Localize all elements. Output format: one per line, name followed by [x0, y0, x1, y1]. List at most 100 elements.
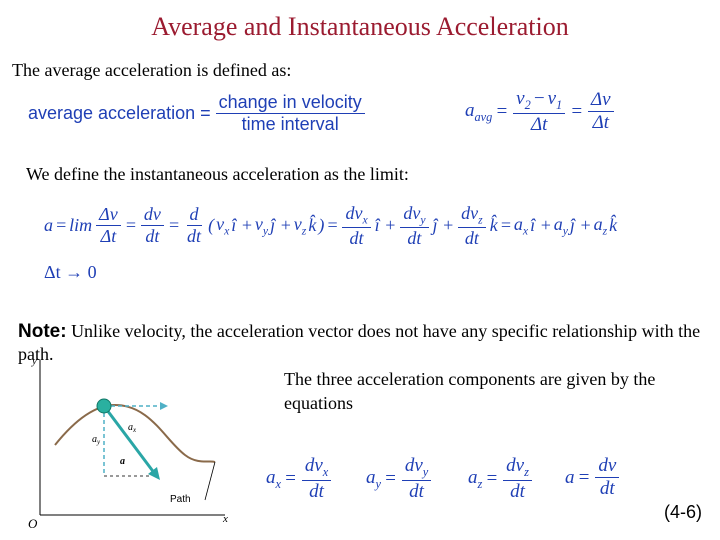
- limit: Δt → 0: [44, 262, 97, 282]
- subscripted: ay: [554, 214, 568, 238]
- path-label: Path: [170, 494, 191, 505]
- fraction: dvy dt: [401, 455, 432, 503]
- math-token: dt: [599, 478, 615, 499]
- subscript: y: [420, 213, 426, 227]
- y-label: y: [31, 355, 37, 367]
- intro: The average acceleration is defined as:: [12, 60, 292, 80]
- math-token: î +: [374, 215, 397, 236]
- base: a: [593, 214, 603, 234]
- math-token: Δt: [100, 226, 117, 247]
- denominator: Δt: [528, 114, 550, 136]
- math-token: dt: [187, 226, 202, 247]
- base: a: [553, 214, 563, 234]
- arrow-head: [160, 402, 168, 410]
- base: dv: [461, 203, 479, 223]
- path-figure: y x O ax ay a Path: [28, 355, 228, 531]
- title: Average and Instantaneous Acceleration: [151, 12, 569, 41]
- denominator: dt: [462, 228, 482, 249]
- subscript: y: [262, 224, 269, 238]
- x-label: x: [222, 513, 228, 525]
- numerator: dvy: [401, 455, 432, 481]
- numerator: dvx: [342, 203, 371, 228]
- math-token: d: [189, 204, 199, 225]
- base: a: [465, 99, 475, 121]
- avg-vector-eq: aavg = v2− v1 Δt = Δv Δt: [465, 88, 616, 136]
- inst-intro: We define the instantaneous acceleration…: [26, 164, 409, 184]
- math-token: =: [577, 466, 591, 488]
- base: a: [366, 466, 376, 488]
- subscripted: az: [468, 467, 482, 492]
- base: dv: [506, 455, 525, 476]
- denominator: dt: [347, 228, 367, 249]
- base: v: [547, 88, 557, 109]
- math-token: dt: [409, 480, 424, 502]
- fraction: v2− v1 Δt: [513, 88, 566, 136]
- subscripted: vz: [294, 214, 307, 238]
- component-eq: ax = dvx dt: [266, 455, 333, 503]
- math-token: ĵ +: [569, 215, 592, 236]
- math-token: dt: [464, 227, 479, 248]
- base: a: [92, 434, 97, 445]
- math-token: î +: [530, 215, 552, 236]
- base: a: [513, 214, 523, 234]
- denominator: dt: [142, 226, 162, 247]
- path-pointer: [204, 461, 216, 501]
- base: v: [293, 214, 302, 234]
- subscripted: dvz: [506, 455, 529, 480]
- subscript: 1: [556, 97, 563, 112]
- denominator: dt: [404, 228, 424, 249]
- origin-label: O: [28, 516, 38, 531]
- math-token: dt: [145, 226, 160, 247]
- base: a: [128, 422, 133, 433]
- base: dv: [345, 203, 363, 223]
- sub: x: [132, 426, 137, 434]
- math-token: =: [485, 467, 499, 489]
- inst-eq: a = lim Δv Δt = dv dt = d dt(vx î + vy ĵ + vz k̂) = dvx dt…: [44, 203, 617, 249]
- fraction: dvz dt: [503, 455, 532, 503]
- math-token: =: [167, 215, 181, 236]
- subscripted: dvx: [345, 203, 367, 227]
- math-token: =: [570, 100, 584, 122]
- a-label: a: [120, 456, 125, 467]
- math-token: Δt: [592, 112, 610, 134]
- fraction: dv dt: [595, 455, 620, 500]
- math-token: a: [44, 215, 53, 236]
- subscript: z: [477, 476, 483, 491]
- subscripted: v1: [548, 88, 563, 113]
- path-curve: [54, 403, 216, 463]
- denominator: dt: [507, 481, 528, 503]
- numerator: dv: [140, 204, 164, 227]
- math-token: dt: [407, 227, 422, 248]
- math-token: dt: [309, 480, 324, 502]
- math-token: =: [495, 100, 509, 122]
- subscript: x: [522, 224, 529, 238]
- base: dv: [304, 455, 323, 476]
- math-token: =: [55, 215, 68, 236]
- denominator: Δt: [98, 226, 120, 247]
- fraction: dvx dt: [301, 455, 332, 503]
- numerator: Δv: [96, 204, 121, 227]
- math-token: Δv: [591, 89, 611, 111]
- denominator: dt: [406, 481, 427, 503]
- note-text: Unlike velocity, the acceleration vector…: [18, 321, 701, 364]
- numerator: v2− v1: [513, 88, 566, 114]
- base: v: [516, 88, 525, 109]
- math-token: dt: [349, 227, 364, 248]
- component-eq: a = dv dt: [565, 455, 621, 500]
- denominator: Δt: [590, 112, 612, 134]
- fraction: dvy dt: [400, 203, 429, 249]
- math-token: =: [326, 215, 339, 236]
- subscripted: vy: [255, 214, 268, 238]
- base: dv: [404, 455, 423, 476]
- subscript: x: [322, 464, 329, 479]
- math-token: =: [383, 467, 397, 489]
- lhs: average acceleration =: [28, 103, 211, 123]
- fraction: Δv Δt: [588, 89, 614, 134]
- math-token: dv: [143, 204, 161, 225]
- subscripted: dvz: [461, 203, 483, 227]
- subscript: x: [362, 213, 368, 227]
- component-eq: ay = dvy dt: [366, 455, 433, 503]
- page-number: (4-6): [663, 502, 702, 522]
- subscripted: v2: [516, 88, 531, 113]
